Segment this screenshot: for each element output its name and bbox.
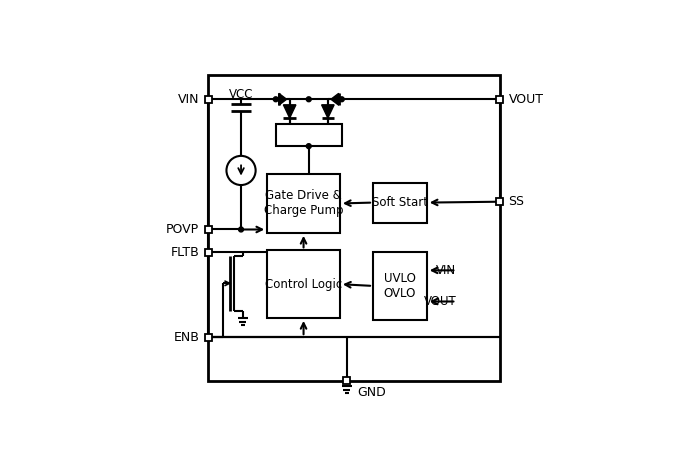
Text: ENB: ENB bbox=[173, 331, 199, 344]
Circle shape bbox=[306, 97, 311, 101]
Polygon shape bbox=[284, 105, 296, 118]
Bar bbox=[267, 174, 340, 233]
Bar bbox=[204, 226, 211, 233]
Text: VIN: VIN bbox=[178, 93, 199, 106]
Circle shape bbox=[227, 156, 256, 185]
Bar bbox=[496, 198, 503, 205]
Bar bbox=[267, 250, 340, 318]
Text: SS: SS bbox=[508, 195, 525, 208]
Text: VOUT: VOUT bbox=[424, 295, 456, 308]
Bar bbox=[496, 96, 503, 103]
Polygon shape bbox=[322, 105, 334, 118]
Text: FLTB: FLTB bbox=[171, 245, 199, 258]
Circle shape bbox=[274, 97, 278, 101]
Circle shape bbox=[339, 97, 344, 101]
Text: Gate Drive &
Charge Pump: Gate Drive & Charge Pump bbox=[264, 189, 343, 217]
Text: VOUT: VOUT bbox=[508, 93, 544, 106]
Bar bbox=[204, 334, 211, 341]
Circle shape bbox=[238, 227, 244, 232]
Bar bbox=[208, 75, 500, 381]
Text: GND: GND bbox=[357, 386, 386, 399]
Text: VCC: VCC bbox=[229, 88, 253, 101]
Text: UVLO
OVLO: UVLO OVLO bbox=[384, 272, 416, 300]
Bar bbox=[204, 249, 211, 256]
Polygon shape bbox=[279, 93, 286, 105]
Text: POVP: POVP bbox=[167, 223, 199, 236]
Bar bbox=[343, 377, 351, 384]
Text: VIN: VIN bbox=[436, 264, 456, 277]
Polygon shape bbox=[331, 93, 338, 105]
Text: Soft Start: Soft Start bbox=[372, 196, 428, 209]
Bar bbox=[204, 96, 211, 103]
Bar bbox=[373, 252, 427, 320]
Circle shape bbox=[306, 144, 311, 148]
Bar bbox=[373, 183, 427, 222]
Text: Control Logic: Control Logic bbox=[265, 278, 342, 291]
Bar bbox=[276, 124, 342, 146]
